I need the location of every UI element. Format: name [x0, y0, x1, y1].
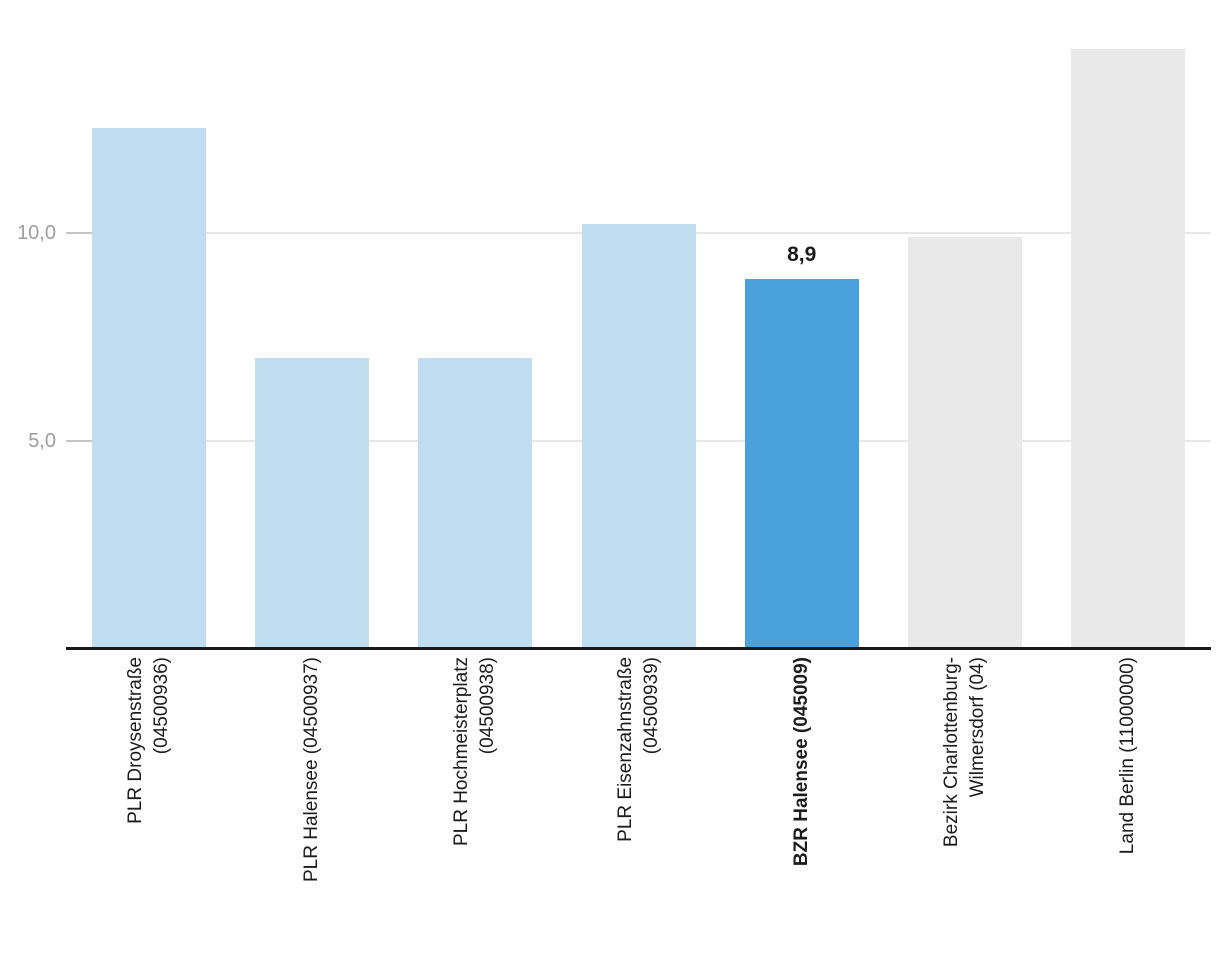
bar-4[interactable] — [581, 224, 696, 648]
x-axis-label: PLR Droysenstraße (04500936) — [125, 657, 172, 824]
y-axis-tick — [66, 440, 94, 443]
x-axis-label: Bezirk Charlottenburg- Wilmersdorf (04) — [940, 657, 988, 848]
bar-5[interactable] — [744, 278, 859, 648]
bar-7[interactable] — [1071, 48, 1186, 648]
x-axis-label: PLR Halensee (04500937) — [301, 657, 323, 882]
y-axis-tick-label: 10,0 — [17, 221, 56, 244]
bar-2[interactable] — [255, 357, 370, 648]
bar-6[interactable] — [907, 236, 1022, 648]
x-axis-label: PLR Eisenzahnstraße (04500939) — [614, 657, 662, 842]
bar-value-label: 8,9 — [787, 242, 817, 266]
x-axis-label: Land Berlin (11000000) — [1117, 657, 1139, 855]
x-axis-label: PLR Hochmeisterplatz (04500938) — [451, 657, 499, 847]
bar-1[interactable] — [92, 128, 206, 648]
x-axis-line — [66, 647, 1211, 650]
bar-3[interactable] — [418, 357, 533, 648]
x-axis-label: BZR Halensee (045009) — [790, 657, 812, 867]
y-axis-tick-label: 5,0 — [28, 430, 56, 453]
y-axis-tick — [66, 231, 94, 234]
